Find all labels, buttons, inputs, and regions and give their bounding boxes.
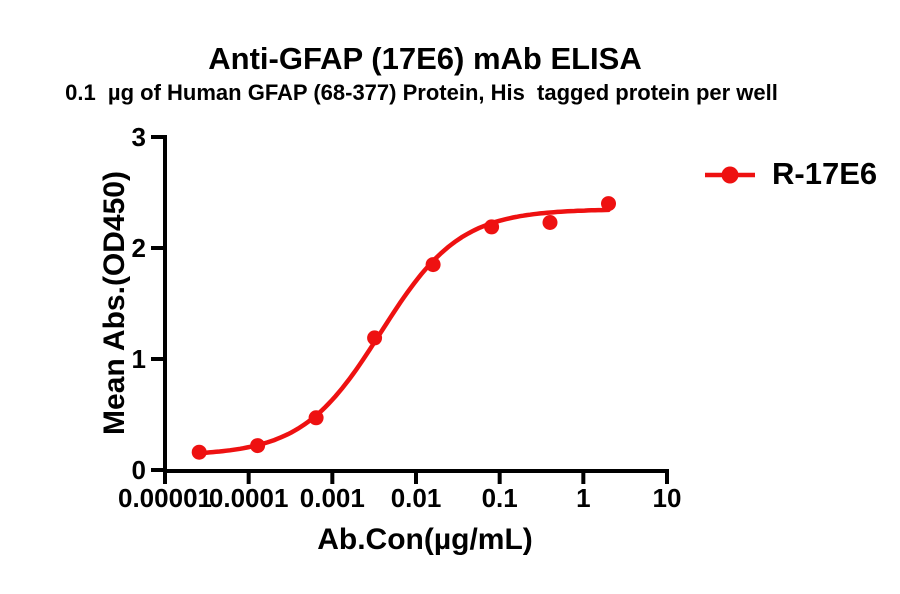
axis-lines [163,135,669,473]
legend-series-label: R-17E6 [772,156,878,191]
chart-title: Anti-GFAP (17E6) mAb ELISA [208,41,642,76]
fit-curve [196,207,611,456]
x-tick-label: 0.00001 [118,483,212,513]
data-point [191,444,207,460]
y-tick-label: 3 [132,122,146,152]
x-tick-label: 0.01 [391,483,442,513]
chart-subtitle: 0.1 µg of Human GFAP (68-377) Protein, H… [65,80,778,105]
data-point [250,438,266,454]
x-tick-label: 1 [576,483,590,513]
data-point [484,219,500,235]
x-tick-label: 0.001 [300,483,365,513]
data-point [542,215,558,230]
data-point [308,410,324,426]
legend-marker-icon [705,166,755,184]
y-tick-label: 2 [132,233,146,263]
y-tick-label: 0 [132,455,146,485]
data-point [425,257,441,273]
data-point [367,330,383,346]
x-tick-label: 0.1 [482,483,518,513]
x-tick-label: 0.0001 [209,483,289,513]
x-axis-label: Ab.Con(µg/mL) [317,523,533,556]
x-tick-label: 10 [653,483,682,513]
legend: R-17E6 [704,156,877,192]
data-point [601,196,616,212]
y-tick-label: 1 [132,344,146,374]
